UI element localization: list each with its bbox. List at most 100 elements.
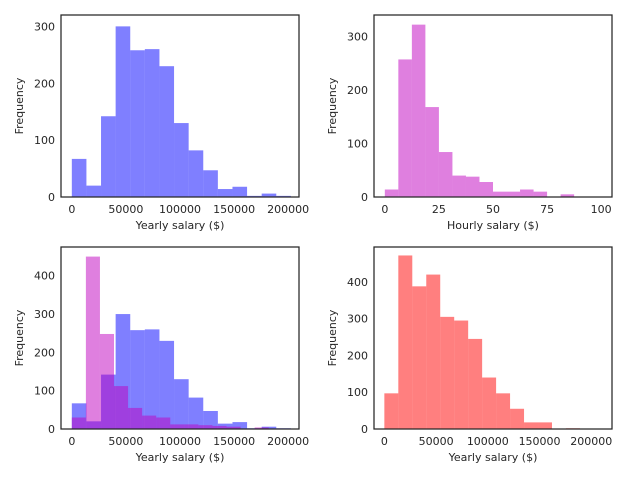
histogram-bar xyxy=(203,170,218,197)
subplot-3: 0 50000 100000 150000 200000 0 100 200 300 400 Yea… xyxy=(13,246,309,464)
subplot-1: 0 50000 100000 150000 200000 0 100 200 300 Yearly… xyxy=(13,14,309,232)
histogram-bar xyxy=(159,340,175,429)
y-axis-label: Frequency xyxy=(13,77,26,134)
histogram-bar xyxy=(156,417,171,429)
plot-frame xyxy=(373,246,613,430)
histogram-bar xyxy=(71,417,86,429)
histogram-bar xyxy=(144,329,160,429)
histogram-bar xyxy=(261,193,277,197)
histogram-bar xyxy=(232,422,248,429)
x-tick-label: 150000 xyxy=(519,435,561,448)
x-axis-label: Yearly salary ($) xyxy=(135,219,225,232)
histogram-bar xyxy=(170,424,185,429)
histogram-bar xyxy=(533,191,548,197)
histogram-bar xyxy=(520,189,534,197)
y-tick-label: 200 xyxy=(34,346,55,359)
histogram-bar xyxy=(454,320,469,429)
histogram-bar xyxy=(198,425,213,429)
y-tick-label: 300 xyxy=(34,20,55,33)
histogram-bar xyxy=(438,152,453,197)
histogram-bar xyxy=(465,176,480,197)
x-tick-label: 100000 xyxy=(159,435,201,448)
x-tick-label: 50000 xyxy=(419,435,454,448)
x-tick-label: 50 xyxy=(486,203,500,216)
histogram-bar xyxy=(384,393,399,429)
y-tick-label: 100 xyxy=(347,137,368,150)
histogram-bar xyxy=(85,256,100,429)
y-tick-label: 100 xyxy=(347,386,368,399)
histogram-bar xyxy=(524,422,539,429)
x-tick-label: 100 xyxy=(591,203,612,216)
x-tick-label: 200000 xyxy=(267,203,309,216)
y-axis-label: Frequency xyxy=(326,309,339,366)
subplot-2: 0 25 50 75 100 0 100 200 300 Hourly salary ($) Fre… xyxy=(326,14,613,232)
histogram-bar xyxy=(384,189,399,197)
bars-group xyxy=(71,26,291,198)
histogram-bar xyxy=(232,186,248,197)
y-tick-label: 0 xyxy=(48,423,55,436)
histogram-bar xyxy=(188,397,204,429)
x-tick-label: 150000 xyxy=(213,435,255,448)
x-axis-label: Hourly salary ($) xyxy=(447,219,539,232)
histogram-bar xyxy=(159,66,175,197)
histogram-bar xyxy=(130,330,145,429)
histogram-bar xyxy=(174,379,189,429)
histogram-bar xyxy=(212,425,227,429)
histogram-bar xyxy=(493,191,507,197)
histogram-bar xyxy=(560,194,575,197)
histogram-bar xyxy=(398,59,412,197)
plot-frame xyxy=(60,246,300,430)
x-axis-label: Yearly salary ($) xyxy=(135,451,225,464)
x-tick-label: 0 xyxy=(68,435,75,448)
y-tick-label: 200 xyxy=(347,349,368,362)
histogram-bar xyxy=(142,415,157,429)
x-tick-label: 0 xyxy=(381,435,388,448)
x-tick-label: 0 xyxy=(381,203,388,216)
histogram-bar xyxy=(254,427,269,429)
histogram-bar xyxy=(174,123,189,197)
histogram-bar xyxy=(468,338,483,429)
histogram-bar xyxy=(538,422,552,429)
histogram-bar xyxy=(203,410,218,429)
histogram-bar xyxy=(130,50,145,198)
x-tick-label: 75 xyxy=(540,203,554,216)
x-tick-label: 200000 xyxy=(570,435,612,448)
histogram-bar xyxy=(506,191,521,197)
y-tick-label: 100 xyxy=(34,385,55,398)
x-axis-label: Yearly salary ($) xyxy=(448,451,538,464)
histogram-bar xyxy=(144,49,160,197)
subplot-4: 0 50000 100000 150000 200000 0 100 200 300 400 Yea… xyxy=(326,246,613,464)
x-tick-label: 50000 xyxy=(108,203,143,216)
x-tick-label: 200000 xyxy=(267,435,309,448)
x-tick-label: 100000 xyxy=(467,435,509,448)
y-tick-label: 0 xyxy=(361,423,368,436)
histogram-bar xyxy=(99,333,115,429)
x-tick-label: 50000 xyxy=(108,435,143,448)
histogram-bar xyxy=(115,26,131,197)
bars-group xyxy=(384,24,575,197)
y-tick-label: 0 xyxy=(48,191,55,204)
y-tick-label: 300 xyxy=(347,30,368,43)
histogram-bar xyxy=(398,255,413,429)
y-tick-label: 300 xyxy=(34,308,55,321)
x-tick-label: 25 xyxy=(432,203,446,216)
histogram-bar xyxy=(440,316,455,429)
y-tick-label: 200 xyxy=(347,84,368,97)
histogram-bar xyxy=(411,24,426,197)
plot-frame xyxy=(373,14,613,198)
histogram-bar xyxy=(101,116,116,197)
histogram-bar xyxy=(184,424,199,429)
histogram-bar xyxy=(261,426,277,429)
x-tick-label: 0 xyxy=(68,203,75,216)
histogram-bar xyxy=(479,182,493,197)
histogram-bar xyxy=(71,158,87,197)
histogram-bar xyxy=(226,426,241,429)
y-tick-label: 300 xyxy=(347,313,368,326)
y-tick-label: 200 xyxy=(34,77,55,90)
histogram-bar xyxy=(86,185,102,197)
bars-group xyxy=(384,255,580,429)
histogram-bar xyxy=(188,150,204,197)
y-tick-label: 100 xyxy=(34,134,55,147)
y-tick-label: 400 xyxy=(347,276,368,289)
